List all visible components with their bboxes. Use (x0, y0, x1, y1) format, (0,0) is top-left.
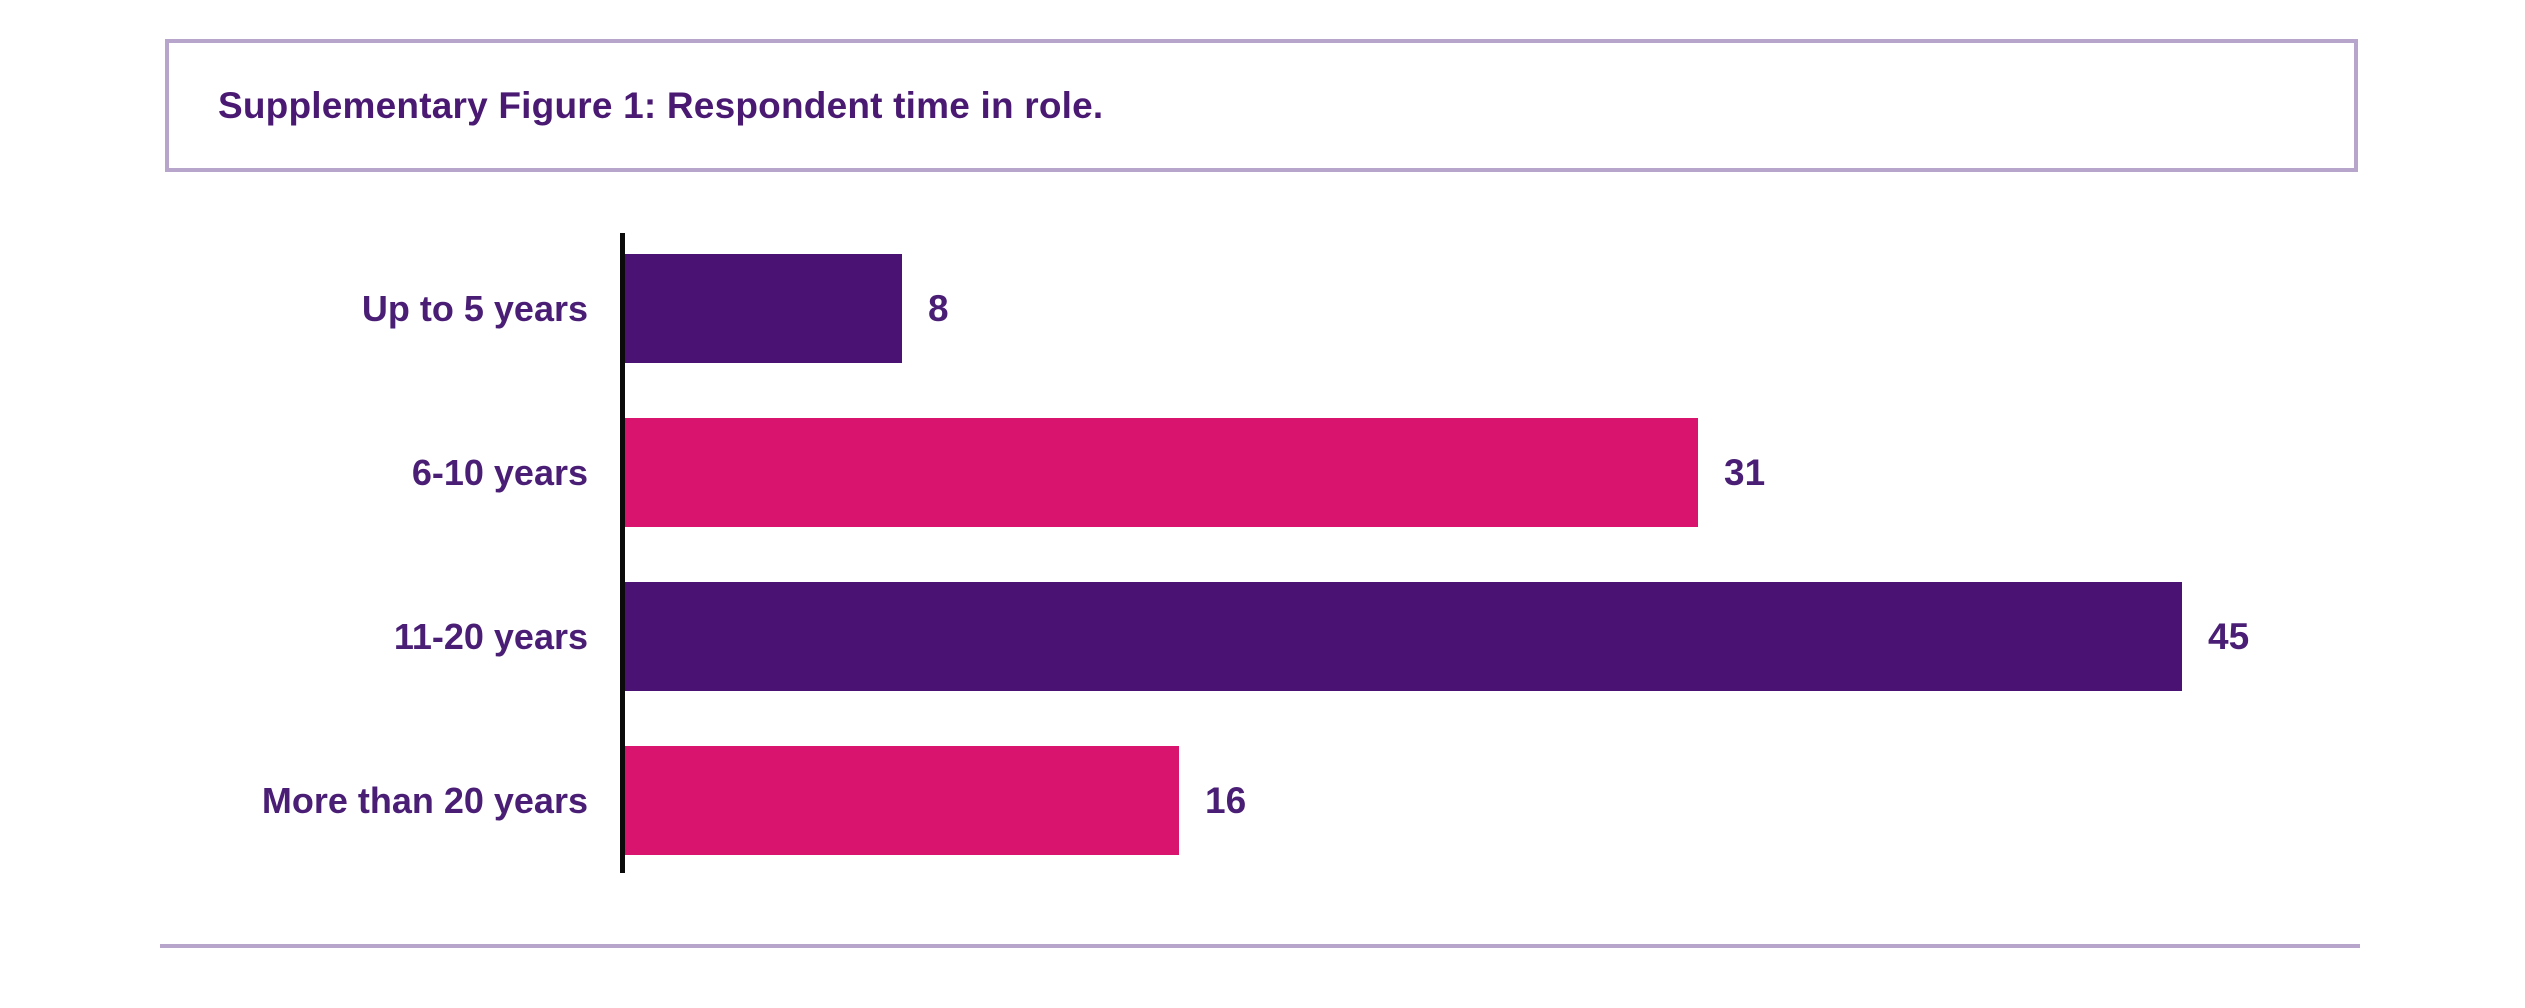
category-label: 6-10 years (411, 452, 588, 493)
category-label: 11-20 years (393, 616, 588, 657)
bar (625, 746, 1179, 855)
value-label: 16 (1205, 780, 1247, 821)
bar (625, 418, 1698, 527)
chart-row: Up to 5 years 8 (0, 254, 2525, 363)
bottom-divider-line (160, 944, 2360, 948)
chart-row: More than 20 years 16 (0, 746, 2525, 855)
value-label: 8 (928, 288, 949, 329)
chart-row: 6-10 years 31 (0, 418, 2525, 527)
bar (625, 582, 2182, 691)
chart-row: 11-20 years 45 (0, 582, 2525, 691)
y-axis-line (620, 233, 625, 873)
value-label: 31 (1724, 452, 1766, 493)
category-label: More than 20 years (261, 780, 588, 821)
figure-title: Supplementary Figure 1: Respondent time … (218, 84, 1104, 126)
value-label: 45 (2208, 616, 2250, 657)
bar (625, 254, 902, 363)
category-label: Up to 5 years (361, 288, 588, 329)
figure-title-box: Supplementary Figure 1: Respondent time … (165, 39, 2358, 172)
